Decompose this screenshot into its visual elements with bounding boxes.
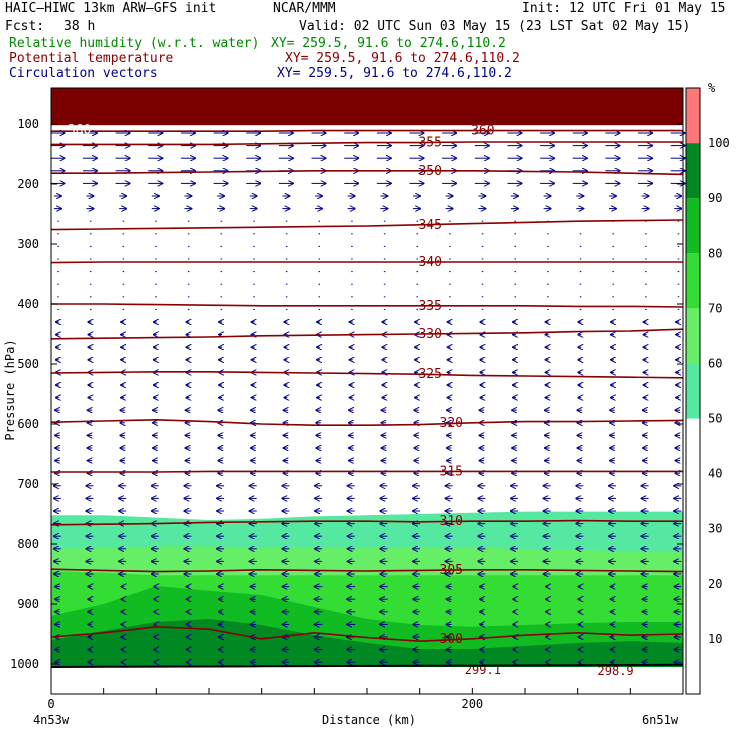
theta-contour	[51, 141, 683, 146]
wind-field-name: Circulation vectors	[9, 66, 158, 81]
legend-swatch	[686, 308, 700, 364]
theta-contour	[51, 303, 684, 308]
theta-label: 305	[440, 563, 463, 578]
theta-contour	[50, 328, 684, 340]
legend-swatch	[686, 198, 700, 254]
legend-label: 50	[708, 412, 722, 426]
theta-contour	[50, 625, 684, 643]
center-label: NCAR/MMM	[273, 1, 336, 16]
theta-label: 320	[440, 416, 463, 431]
theta-contour	[51, 170, 684, 176]
y-tick-label: 900	[17, 597, 39, 611]
legend-label: 10	[708, 632, 722, 646]
legend-label: 60	[708, 356, 722, 370]
theta-label: 325	[418, 367, 441, 382]
theta-label: 330	[418, 327, 441, 342]
ground-line	[50, 663, 684, 668]
wind-vectors	[50, 133, 684, 662]
theta-contour	[50, 219, 684, 231]
init-time: Init: 12 UTC Fri 01 May 15	[522, 1, 726, 16]
rh-field-name: Relative humidity (w.r.t. water)	[9, 36, 260, 51]
legend-swatch	[686, 88, 700, 144]
theta-label: 360	[68, 123, 91, 138]
theta-contour	[50, 519, 683, 526]
legend-swatch	[686, 143, 700, 199]
legend-label: 40	[708, 467, 722, 481]
y-tick-label: 100	[17, 117, 39, 131]
theta-label: 350	[418, 164, 441, 179]
legend-label: 30	[708, 522, 722, 536]
x-end-label: 6n51w	[642, 713, 679, 727]
legend-swatch	[686, 363, 700, 419]
legend-label: 80	[708, 246, 722, 260]
legend-swatch	[686, 253, 700, 309]
y-tick-label: 800	[17, 537, 39, 551]
theta-min-label: 298.9	[598, 664, 634, 678]
legend-label: 20	[708, 577, 722, 591]
legend-label: 90	[708, 191, 722, 205]
theta-label: 340	[418, 255, 441, 270]
theta-contour	[50, 418, 684, 426]
theta-field-xy: XY= 259.5, 91.6 to 274.6,110.2	[285, 51, 520, 66]
theta-contour	[51, 129, 683, 132]
y-tick-label: 300	[17, 237, 39, 251]
fcst-value: 38 h	[64, 19, 96, 34]
valid-time: Valid: 02 UTC Sun 03 May 15 (23 LST Sat …	[299, 19, 691, 34]
wind-field-xy: XY= 259.5, 91.6 to 274.6,110.2	[277, 66, 512, 81]
theta-contour	[50, 568, 684, 573]
rh-band	[51, 619, 683, 667]
rh-legend: 10 20 30 40 50 60 70 80 90 100%	[685, 81, 730, 695]
x-tick-label: 0	[47, 697, 54, 711]
theta-contour	[51, 470, 683, 473]
top-band	[51, 88, 683, 126]
theta-label: 355	[418, 136, 441, 151]
rh-field-xy: XY= 259.5, 91.6 to 274.6,110.2	[271, 36, 506, 51]
legend-label: 100	[708, 136, 730, 150]
axes: 100 200 300 400 500 600 700 800 900 1000 0 200	[10, 117, 684, 711]
theta-contour	[50, 371, 684, 379]
theta-contours: 300 305 310 315 320 325 330 335 340 345 350 355 360 3…	[50, 123, 684, 678]
y-axis-label: Pressure (hPa)	[3, 339, 17, 440]
theta-label: 345	[418, 218, 441, 233]
theta-label: 315	[440, 464, 463, 479]
theta-label: 300	[440, 632, 463, 647]
theta-label: 335	[418, 299, 441, 314]
legend-unit: %	[708, 81, 716, 95]
x-tick-label: 200	[461, 697, 483, 711]
theta-field-name: Potential temperature	[9, 51, 174, 66]
y-tick-label: 200	[17, 177, 39, 191]
rh-shading	[51, 511, 683, 667]
y-tick-label: 700	[17, 477, 39, 491]
y-tick-label: 600	[17, 417, 39, 431]
theta-contour	[50, 261, 683, 264]
top-band-fill	[51, 88, 683, 126]
theta-label: 310	[440, 514, 463, 529]
y-tick-label: 400	[17, 297, 39, 311]
y-tick-label: 1000	[10, 657, 39, 671]
legend-label: 70	[708, 301, 722, 315]
x-axis-label: Distance (km)	[322, 713, 416, 727]
theta-label: 360	[471, 124, 494, 139]
y-tick-label: 500	[17, 357, 39, 371]
legend-border	[685, 87, 701, 695]
model-title: HAIC–HIWC 13km ARW–GFS init	[5, 1, 217, 16]
fcst-label: Fcst:	[5, 19, 45, 34]
x-start-label: 4n53w	[33, 713, 70, 727]
